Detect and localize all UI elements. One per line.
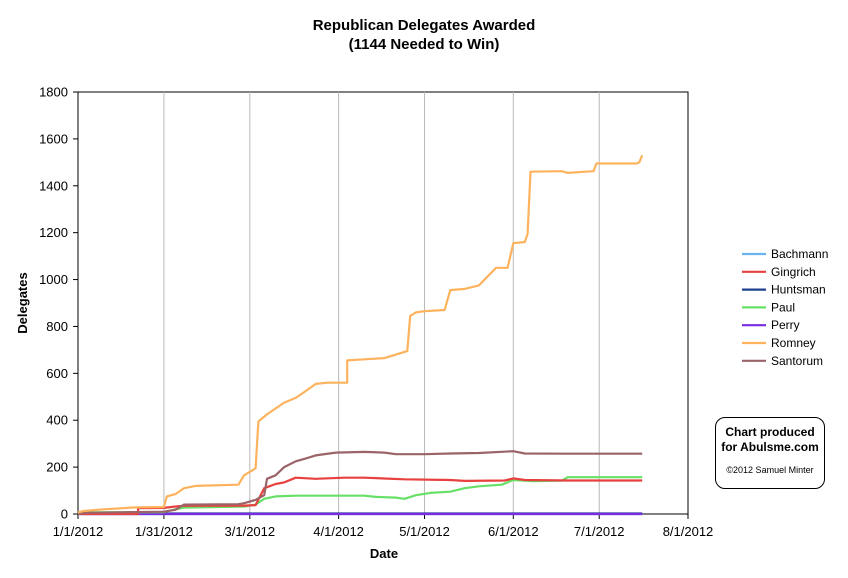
x-tick-label: 8/1/2012 — [663, 524, 714, 539]
y-tick-label: 400 — [46, 413, 68, 428]
series-lines — [77, 154, 644, 516]
grid-layer — [163, 92, 600, 514]
x-tick-label: 6/1/2012 — [488, 524, 539, 539]
y-tick-label: 800 — [46, 319, 68, 334]
plot-area — [77, 91, 689, 515]
legend-label-paul: Paul — [771, 300, 795, 314]
x-tick-label: 1/31/2012 — [135, 524, 193, 539]
legend-label-bachmann: Bachmann — [771, 247, 828, 261]
credit-line-2: for Abulsme.com — [721, 440, 819, 454]
chart-title: Republican Delegates Awarded — [313, 17, 536, 34]
y-tick-label: 1200 — [39, 225, 68, 240]
x-axis-ticks: 1/1/2012 1/31/2012 3/1/2012 4/1/2012 5/1/201… — [53, 514, 714, 539]
y-tick-label: 600 — [46, 366, 68, 381]
legend-label-huntsman: Huntsman — [771, 283, 826, 297]
y-tick-label: 1600 — [39, 131, 68, 146]
x-tick-label: 7/1/2012 — [574, 524, 625, 539]
x-tick-label: 3/1/2012 — [225, 524, 276, 539]
y-tick-label: 200 — [46, 460, 68, 475]
y-tick-label: 1400 — [39, 178, 68, 193]
y-axis-ticks: 0 200 400 600 800 1000 1200 1400 1600 1800 — [39, 85, 78, 522]
legend-label-gingrich: Gingrich — [771, 265, 816, 279]
chart-subtitle: (1144 Needed to Win) — [349, 36, 500, 53]
legend: Bachmann Gingrich Huntsman Paul Perry Romney S… — [742, 247, 828, 368]
y-tick-label: 1800 — [39, 85, 68, 100]
x-tick-label: 5/1/2012 — [399, 524, 450, 539]
legend-label-perry: Perry — [771, 318, 800, 332]
credit-box: Chart produced for Abulsme.com ©2012 Sam… — [715, 417, 825, 489]
legend-label-santorum: Santorum — [771, 354, 823, 368]
credit-line-1: Chart produced — [725, 425, 815, 439]
legend-label-romney: Romney — [771, 336, 816, 350]
credit-copyright: ©2012 Samuel Minter — [726, 465, 814, 475]
series-line-paul — [77, 476, 643, 516]
series-line-gingrich — [78, 476, 643, 516]
y-axis-title: Delegates — [15, 272, 30, 333]
x-axis-title: Date — [370, 546, 398, 561]
y-tick-label: 0 — [61, 507, 68, 522]
y-tick-label: 1000 — [39, 272, 68, 287]
series-line-romney — [77, 154, 644, 514]
x-tick-label: 4/1/2012 — [313, 524, 364, 539]
series-line-santorum — [77, 450, 643, 516]
x-tick-label: 1/1/2012 — [53, 524, 104, 539]
